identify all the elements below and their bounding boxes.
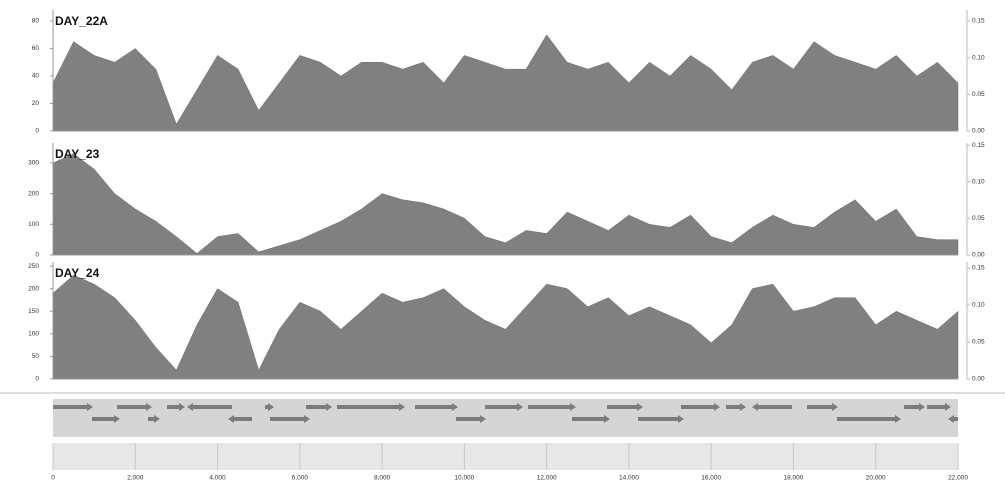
y2-tick-label: 0.00 bbox=[972, 252, 985, 259]
track-title: DAY_23 bbox=[55, 147, 100, 161]
y-tick-label: 0 bbox=[35, 376, 39, 383]
ruler-label: 0 bbox=[51, 475, 55, 482]
gene-arrow bbox=[337, 403, 405, 411]
y-tick-label: 200 bbox=[28, 285, 39, 292]
y-tick-label: 100 bbox=[28, 221, 39, 228]
y-tick-label: 20 bbox=[32, 100, 40, 107]
ruler-label: 10,000 bbox=[454, 475, 474, 482]
gene-arrow bbox=[607, 403, 643, 411]
y-tick-label: 80 bbox=[32, 18, 40, 25]
y-tick-label: 150 bbox=[28, 308, 39, 315]
track-title: DAY_24 bbox=[55, 266, 100, 280]
y2-tick-label: 0.15 bbox=[972, 142, 985, 149]
y2-tick-label: 0.00 bbox=[972, 376, 985, 383]
y2-tick-label: 0.10 bbox=[972, 179, 985, 186]
ruler-label: 6,000 bbox=[292, 475, 309, 482]
ruler-track bbox=[53, 443, 958, 470]
y2-tick-label: 0.05 bbox=[972, 91, 985, 98]
ruler-label: 12,000 bbox=[537, 475, 557, 482]
gene-arrow bbox=[92, 415, 120, 423]
y2-tick-label: 0.10 bbox=[972, 54, 985, 61]
y2-tick-label: 0.10 bbox=[972, 302, 985, 309]
ruler-label: 14,000 bbox=[619, 475, 639, 482]
gene-arrow bbox=[948, 415, 958, 423]
coverage-area bbox=[52, 274, 959, 380]
gene-arrow bbox=[187, 403, 232, 411]
y-tick-label: 50 bbox=[32, 353, 40, 360]
gene-arrow bbox=[270, 415, 310, 423]
gene-arrow bbox=[167, 403, 185, 411]
gene-arrow bbox=[265, 403, 274, 411]
gene-arrow bbox=[752, 403, 792, 411]
y2-tick-label: 0.05 bbox=[972, 215, 985, 222]
gene-arrow bbox=[572, 415, 610, 423]
y-tick-label: 100 bbox=[28, 331, 39, 338]
gene-arrow bbox=[904, 403, 925, 411]
gene-arrow bbox=[681, 403, 720, 411]
y-tick-label: 200 bbox=[28, 190, 39, 197]
gene-arrow bbox=[638, 415, 684, 423]
gene-arrow bbox=[117, 403, 152, 411]
gene-arrow bbox=[228, 415, 252, 423]
track-title: DAY_22A bbox=[55, 14, 108, 28]
gene-arrow bbox=[148, 415, 160, 423]
y-tick-label: 0 bbox=[35, 252, 39, 259]
y-tick-label: 40 bbox=[32, 73, 40, 80]
y2-tick-label: 0.00 bbox=[972, 128, 985, 135]
y-tick-label: 250 bbox=[28, 263, 39, 270]
gene-arrow bbox=[456, 415, 486, 423]
gene-arrow bbox=[306, 403, 332, 411]
y2-tick-label: 0.15 bbox=[972, 18, 985, 25]
gene-arrow bbox=[485, 403, 523, 411]
gene-arrow bbox=[837, 415, 901, 423]
gene-arrow bbox=[807, 403, 838, 411]
y-tick-label: 300 bbox=[28, 160, 39, 167]
gene-arrow bbox=[415, 403, 458, 411]
ruler-label: 2,000 bbox=[127, 475, 144, 482]
y-tick-label: 60 bbox=[32, 45, 40, 52]
ruler-label: 8,000 bbox=[374, 475, 391, 482]
gene-arrow bbox=[53, 403, 93, 411]
gene-arrow bbox=[528, 403, 576, 411]
ruler-label: 16,000 bbox=[701, 475, 721, 482]
gene-arrow bbox=[927, 403, 951, 411]
coverage-area bbox=[52, 34, 959, 132]
ruler-label: 4,000 bbox=[209, 475, 226, 482]
ruler-label: 20,000 bbox=[866, 475, 886, 482]
gene-arrow bbox=[726, 403, 746, 411]
y-tick-label: 0 bbox=[35, 128, 39, 135]
y2-tick-label: 0.05 bbox=[972, 339, 985, 346]
annotation-track bbox=[53, 399, 958, 437]
y2-tick-label: 0.15 bbox=[972, 265, 985, 272]
coverage-area bbox=[52, 153, 959, 256]
ruler-label: 18,000 bbox=[784, 475, 804, 482]
ruler-label: 22,000 bbox=[948, 475, 968, 482]
